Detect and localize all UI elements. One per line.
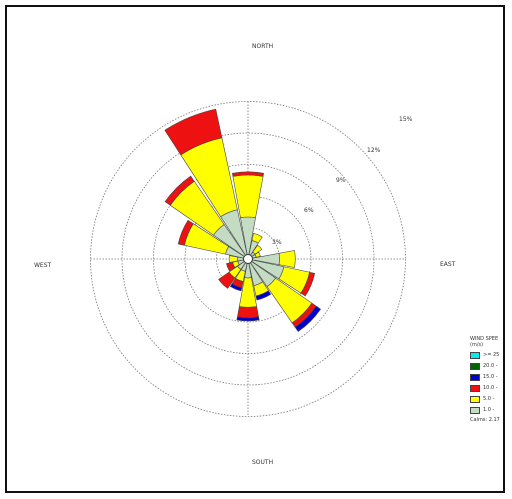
compass-south-label: SOUTH: [252, 459, 273, 466]
legend-label: 10.0 -: [483, 385, 498, 391]
compass-east-label: EAST: [440, 261, 456, 268]
petal-nne-speed-1: [251, 232, 263, 244]
legend-swatch: [470, 373, 480, 381]
petal-ssw-speed-3: [229, 283, 243, 292]
legend-swatch: [470, 406, 480, 414]
petal-sse-speed-3: [255, 290, 272, 301]
petal-nw-speed-2: [164, 175, 195, 206]
petal-se-speed-3: [294, 305, 321, 332]
ring-label-9: 9%: [336, 177, 346, 184]
calms-value: Calms: 2.17: [470, 417, 500, 423]
petal-e-speed-1: [278, 250, 296, 268]
legend-label: >= 25: [483, 352, 500, 358]
ring-label-3: 3%: [272, 239, 282, 246]
petal-ne-speed-1: [252, 244, 263, 255]
ring-label-12: 12%: [367, 147, 381, 154]
legend-entry: 10.0 -: [470, 384, 512, 392]
petal-wnw-speed-2: [177, 219, 194, 246]
calm-center-circle: [243, 254, 253, 264]
legend-entry: 20.0 -: [470, 362, 512, 370]
legend-entry: 15.0 -: [470, 373, 512, 381]
wind-rose-petals: [164, 108, 321, 332]
legend-label: 20.0 -: [483, 363, 498, 369]
legend-label: 5.0 -: [483, 396, 495, 402]
ring-label-15: 15%: [399, 116, 413, 123]
legend-unit: (m/s): [470, 342, 484, 348]
petal-nnw-speed-2: [164, 108, 223, 156]
legend-title: WIND SPEE: [470, 336, 499, 342]
legend-swatch: [470, 362, 480, 370]
petal-s-speed-2: [237, 306, 259, 319]
chart-labels: NORTH EAST SOUTH WEST 3% 6% 9% 12% 15%: [34, 43, 456, 466]
compass-west-label: WEST: [34, 262, 52, 269]
petal-ene-speed-1: [254, 251, 261, 258]
petal-sw-speed-2: [218, 271, 236, 289]
legend-label: 1.0 -: [483, 407, 495, 413]
compass-north-label: NORTH: [252, 43, 273, 50]
ring-label-6: 6%: [304, 207, 314, 214]
petal-ese-speed-2: [300, 271, 316, 297]
legend-swatch: [470, 395, 480, 403]
petal-w-speed-1: [228, 255, 239, 263]
legend: WIND SPEE (m/s) >= 25 20.0 - 15.0 - 10.0…: [470, 336, 512, 456]
legend-entry: 5.0 -: [470, 395, 512, 403]
petal-wsw-speed-2: [226, 261, 236, 272]
legend-swatch: [470, 384, 480, 392]
petal-s-speed-3: [236, 316, 260, 322]
legend-entry: 1.0 -: [470, 406, 512, 414]
petal-n-speed-2: [231, 171, 265, 177]
legend-swatch: [470, 351, 480, 359]
legend-label: 15.0 -: [483, 374, 498, 380]
legend-entry: >= 25: [470, 351, 512, 359]
